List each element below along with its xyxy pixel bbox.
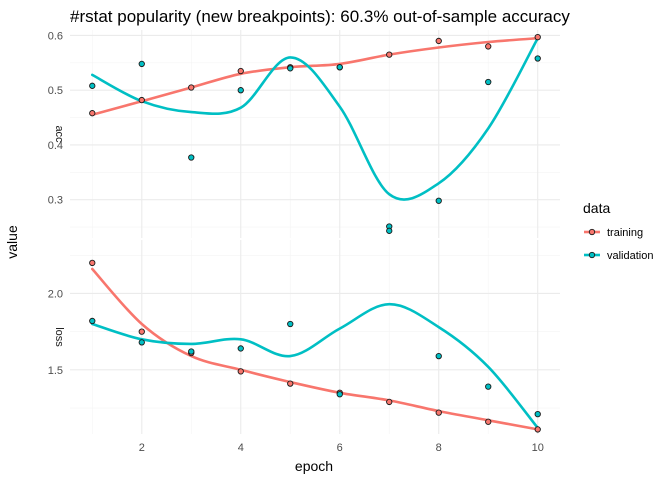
- point-training: [435, 37, 442, 45]
- x-tick-label: 4: [238, 442, 244, 454]
- point-training: [485, 418, 492, 425]
- point-training: [89, 110, 96, 117]
- point-validation: [287, 320, 294, 328]
- legend-entries: training validation: [584, 227, 653, 262]
- point-validation: [336, 64, 343, 71]
- y-tick-label: 0.3: [48, 195, 63, 207]
- point-validation: [336, 391, 343, 398]
- point-training: [138, 328, 145, 335]
- legend-title: data: [583, 200, 610, 216]
- smooth-line-validation: [91, 302, 539, 430]
- legend-point-training: [588, 228, 596, 236]
- point-training: [237, 368, 244, 375]
- point-validation: [188, 348, 195, 355]
- strip-label: acc: [53, 125, 65, 143]
- point-validation: [237, 87, 244, 94]
- point-training: [386, 51, 393, 58]
- point-validation: [435, 352, 442, 360]
- y-axis-title: value: [4, 225, 20, 259]
- point-training: [485, 43, 492, 50]
- panel-acc: 0.3 0.4 0.5 0.6 acc: [48, 30, 560, 238]
- y-tick-label: 1.5: [48, 365, 63, 377]
- point-validation: [386, 227, 393, 234]
- strip-label: loss: [53, 327, 65, 347]
- smooth-line-training: [91, 267, 539, 431]
- legend-label-validation: validation: [607, 250, 653, 262]
- x-tick-label: 10: [532, 442, 544, 454]
- point-validation: [534, 410, 541, 418]
- point-training: [138, 96, 145, 104]
- legend-label-training: training: [607, 227, 643, 239]
- point-validation: [485, 383, 492, 390]
- point-validation: [287, 65, 294, 72]
- point-validation: [485, 78, 492, 86]
- point-validation: [435, 197, 442, 204]
- legend: data training validation: [583, 200, 653, 262]
- x-axis-title: epoch: [295, 458, 333, 474]
- legend-entry-validation: validation: [584, 250, 653, 262]
- legend-point-validation: [588, 251, 596, 259]
- legend-entry-training: training: [584, 227, 643, 239]
- point-validation: [188, 154, 195, 161]
- point-validation: [89, 317, 96, 325]
- panel-loss: 1.5 2.0 loss: [48, 227, 560, 434]
- smooth-line-training: [91, 36, 539, 117]
- point-validation: [534, 55, 541, 62]
- point-training: [435, 409, 442, 416]
- point-validation: [237, 345, 244, 352]
- x-axis: 2 4 6 8 10: [139, 442, 544, 454]
- point-validation: [138, 339, 145, 346]
- y-tick-label: 0.4: [48, 140, 63, 152]
- point-training: [188, 84, 195, 91]
- point-training: [386, 398, 393, 406]
- x-tick-label: 6: [337, 442, 343, 454]
- x-tick-label: 8: [436, 442, 442, 454]
- y-tick-label: 0.5: [48, 85, 63, 97]
- point-training: [89, 259, 96, 267]
- smooth-line-validation: [91, 36, 539, 201]
- point-validation: [89, 82, 96, 89]
- y-tick-label: 2.0: [48, 288, 63, 300]
- point-training: [237, 67, 244, 75]
- y-tick-label: 0.6: [48, 30, 63, 42]
- point-training: [534, 426, 541, 433]
- point-validation: [138, 60, 145, 68]
- chart-title: #rstat popularity (new breakpoints): 60.…: [70, 7, 570, 26]
- point-training: [534, 33, 541, 41]
- x-tick-label: 2: [139, 442, 145, 454]
- point-training: [287, 380, 294, 387]
